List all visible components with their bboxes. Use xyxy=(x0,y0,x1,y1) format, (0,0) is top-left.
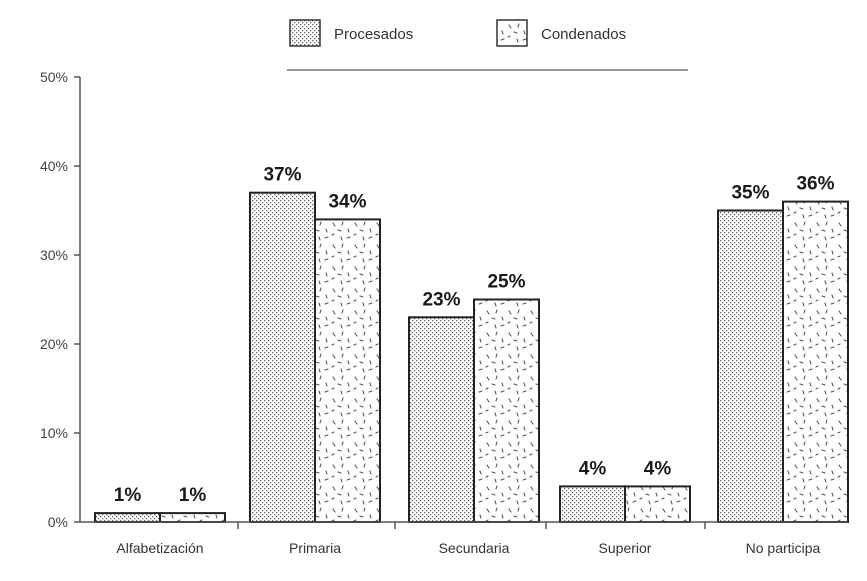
data-label: 37% xyxy=(263,165,301,186)
data-label: 1% xyxy=(179,485,207,506)
bar-condenados-0 xyxy=(159,512,226,523)
x-category-label: Alfabetización xyxy=(116,540,203,556)
legend-label-procesados: Procesados xyxy=(334,26,413,43)
data-label: 34% xyxy=(328,191,366,212)
bar-condenados-2 xyxy=(473,298,540,523)
data-label: 1% xyxy=(114,485,142,506)
data-label: 4% xyxy=(579,458,607,479)
legend-label-condenados: Condenados xyxy=(541,26,626,43)
x-category-label: Secundaria xyxy=(439,540,510,556)
legend: Procesados Condenados xyxy=(287,19,688,71)
bar-condenados-3 xyxy=(624,485,691,523)
bar-condenados-1 xyxy=(314,218,381,523)
x-axis: Alfabetización Primaria Secundaria Superior… xyxy=(80,521,848,556)
y-tick-label: 40% xyxy=(40,158,68,174)
legend-swatch-condenados xyxy=(496,19,528,47)
bar-procesados-3 xyxy=(559,485,626,523)
data-labels: 1% 37% 23% 4% 35% 1% 34% 25% 4% 36% xyxy=(114,165,835,506)
y-tick-label: 0% xyxy=(48,514,68,530)
bar-procesados-0 xyxy=(94,512,161,523)
y-axis: 0% 10% 20% 30% 40% 50% xyxy=(40,69,81,530)
bar-procesados-1 xyxy=(249,191,316,523)
y-tick-label: 50% xyxy=(40,69,68,85)
data-label: 36% xyxy=(796,174,834,195)
bar-condenados-4 xyxy=(782,200,849,523)
y-tick-label: 20% xyxy=(40,336,68,352)
data-label: 25% xyxy=(487,272,525,293)
bar-procesados-2 xyxy=(408,316,475,523)
x-category-label: No participa xyxy=(746,540,821,556)
bars xyxy=(94,191,849,523)
x-category-label: Primaria xyxy=(289,540,341,556)
bar-procesados-4 xyxy=(717,209,784,523)
legend-swatch-procesados xyxy=(289,19,321,47)
data-label: 35% xyxy=(731,183,769,204)
y-tick-label: 10% xyxy=(40,425,68,441)
x-category-label: Superior xyxy=(599,540,652,556)
data-label: 23% xyxy=(422,289,460,310)
data-label: 4% xyxy=(644,458,672,479)
y-tick-label: 30% xyxy=(40,247,68,263)
